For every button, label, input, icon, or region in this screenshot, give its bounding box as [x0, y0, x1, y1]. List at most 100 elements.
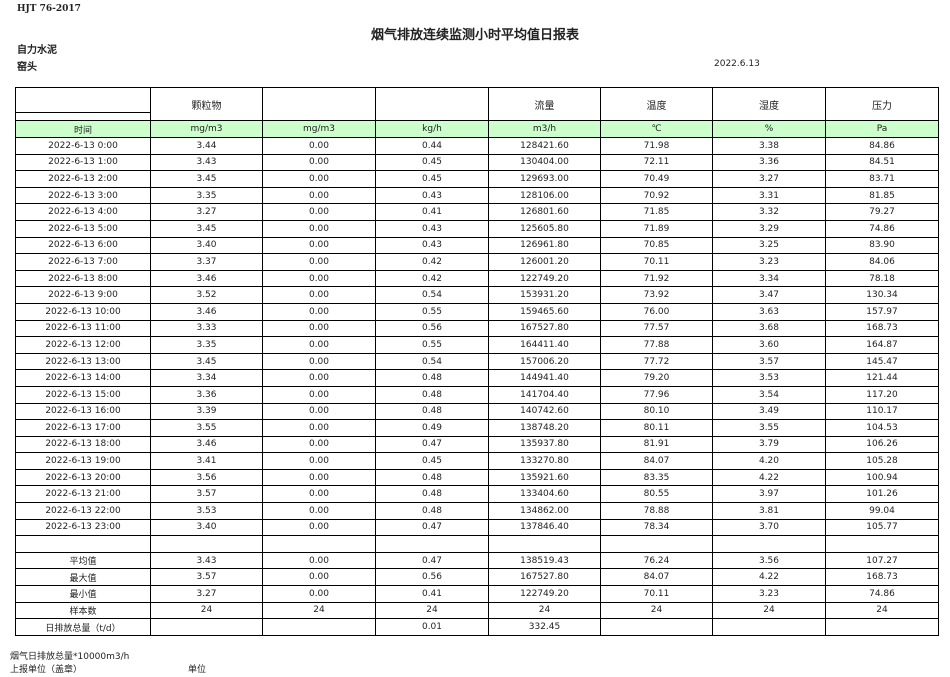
- table-row: 2022-6-13 22:00 3.53 0.00 0.48 134862.00 78.8…: [15, 502, 939, 520]
- table-cell: 4.20: [712, 452, 826, 470]
- table-row: 2022-6-13 4:00 3.27 0.00 0.41 126801.60 71.85…: [15, 203, 939, 221]
- table-cell: 0.00: [262, 402, 376, 421]
- table-cell: 78.18: [825, 269, 939, 288]
- table-row: 2022-6-13 14:00 3.34 0.00 0.48 144941.40 79.2…: [15, 369, 939, 387]
- table-cell: 76.00: [600, 302, 713, 321]
- table-cell: 83.90: [825, 236, 939, 255]
- table-cell: [15, 535, 151, 553]
- table-row: 2022-6-13 2:00 3.45 0.00 0.45 129693.00 70.49…: [15, 170, 939, 188]
- table-cell: 72.11: [600, 153, 713, 172]
- table-cell: 71.85: [600, 203, 713, 221]
- table-cell: 3.27: [150, 585, 263, 603]
- table-cell: 2022-6-13 21:00: [15, 485, 151, 504]
- table-cell: 0.00: [262, 336, 376, 354]
- table-cell: 74.86: [825, 219, 939, 238]
- table-cell: [712, 618, 826, 636]
- table-cell: 110.17: [825, 402, 939, 421]
- summary-row: 最大值 3.57 0.00 0.56 167527.80 84.07 4.22 168.73: [15, 568, 939, 587]
- table-cell: 3.37: [150, 253, 263, 271]
- table-cell: m3/h: [488, 120, 601, 138]
- table-cell: 0.00: [262, 253, 376, 271]
- table-cell: 3.63: [712, 302, 826, 321]
- table-cell: 117.20: [825, 385, 939, 404]
- table-cell: 0.48: [375, 402, 489, 421]
- table-cell: 2022-6-13 22:00: [15, 502, 151, 520]
- table-cell: 0.00: [262, 203, 376, 221]
- table-cell: 3.56: [150, 468, 263, 487]
- table-cell: 3.49: [712, 402, 826, 421]
- table-cell: 134862.00: [488, 502, 601, 520]
- table-cell: 2022-6-13 7:00: [15, 253, 151, 271]
- table-cell: 3.57: [712, 352, 826, 371]
- table-cell: 133404.60: [488, 485, 601, 504]
- table-cell: 122749.20: [488, 585, 601, 603]
- table-cell: 3.32: [712, 203, 826, 221]
- table-cell: 84.07: [600, 452, 713, 470]
- table-cell: 138519.43: [488, 551, 601, 570]
- unit-label: 单位: [188, 665, 207, 675]
- table-cell: 2022-6-13 23:00: [15, 518, 151, 537]
- table-cell: 2022-6-13 12:00: [15, 336, 151, 354]
- table-cell: [712, 535, 826, 553]
- table-cell: 0.01: [375, 618, 489, 636]
- table-cell: 83.35: [600, 468, 713, 487]
- table-cell: 2022-6-13 8:00: [15, 269, 151, 288]
- table-cell: 122749.20: [488, 269, 601, 288]
- table-cell: 2022-6-13 15:00: [15, 385, 151, 404]
- table-cell: [150, 618, 263, 636]
- table-cell: 0.43: [375, 236, 489, 255]
- table-cell: 71.89: [600, 219, 713, 238]
- table-cell: 0.43: [375, 219, 489, 238]
- table-row: 2022-6-13 20:00 3.56 0.00 0.48 135921.60 83.3…: [15, 468, 939, 487]
- table-cell: 0.44: [375, 137, 489, 155]
- table-cell: 0.47: [375, 435, 489, 454]
- table-cell: 0.54: [375, 352, 489, 371]
- table-cell: 3.45: [150, 219, 263, 238]
- table-cell: 3.34: [150, 369, 263, 387]
- table-cell: 145.47: [825, 352, 939, 371]
- table-cell: 137846.40: [488, 518, 601, 537]
- table-row: 2022-6-13 8:00 3.46 0.00 0.42 122749.20 71.92…: [15, 269, 939, 288]
- table-row: 2022-6-13 17:00 3.55 0.00 0.49 138748.20 80.1…: [15, 419, 939, 437]
- table-cell: [375, 535, 489, 553]
- table-row: 2022-6-13 12:00 3.35 0.00 0.55 164411.40 77.8…: [15, 336, 939, 354]
- table-cell: 压力: [825, 87, 939, 121]
- table-cell: 104.53: [825, 419, 939, 437]
- footer-notes: 烟气日排放总量*10000m3/h 上报单位（盖章） 单位: [10, 651, 206, 677]
- table-cell: 79.27: [825, 203, 939, 221]
- table-cell: 3.45: [150, 170, 263, 188]
- report-title: 烟气排放连续监测小时平均值日报表: [370, 28, 579, 43]
- table-cell: 0.00: [262, 485, 376, 504]
- table-cell: 81.91: [600, 435, 713, 454]
- table-cell: 3.53: [712, 369, 826, 387]
- table-cell: 24: [488, 601, 601, 620]
- table-cell: [375, 87, 489, 121]
- table-cell: 164.87: [825, 336, 939, 354]
- table-cell: 平均值: [15, 551, 151, 570]
- table-cell: 时间: [15, 120, 151, 138]
- table-cell: 3.79: [712, 435, 826, 454]
- table-cell: 83.71: [825, 170, 939, 188]
- table-cell: 0.47: [375, 518, 489, 537]
- table-cell: 2022-6-13 11:00: [15, 319, 151, 338]
- table-cell: kg/h: [375, 120, 489, 138]
- table-cell: 121.44: [825, 369, 939, 387]
- reporting-unit-label: 上报单位（盖章）: [10, 665, 83, 675]
- table-cell: 71.98: [600, 137, 713, 155]
- table-cell: 128106.00: [488, 186, 601, 205]
- table-row: 2022-6-13 13:00 3.45 0.00 0.54 157006.20 77.7…: [15, 352, 939, 371]
- table-cell: [150, 535, 263, 553]
- table-cell: 130404.00: [488, 153, 601, 172]
- table-cell: 133270.80: [488, 452, 601, 470]
- standard-code: HJT 76-2017: [17, 4, 81, 14]
- table-cell: [15, 87, 151, 121]
- table-row: 2022-6-13 3:00 3.35 0.00 0.43 128106.00 70.92…: [15, 186, 939, 205]
- table-row: 2022-6-13 18:00 3.46 0.00 0.47 135937.80 81.9…: [15, 435, 939, 454]
- table-row: 2022-6-13 21:00 3.57 0.00 0.48 133404.60 80.5…: [15, 485, 939, 504]
- table-cell: 0.00: [262, 219, 376, 238]
- table-cell: 0.45: [375, 452, 489, 470]
- table-cell: 3.43: [150, 153, 263, 172]
- table-cell: 3.55: [712, 419, 826, 437]
- table-cell: [262, 87, 376, 121]
- table-cell: 332.45: [488, 618, 601, 636]
